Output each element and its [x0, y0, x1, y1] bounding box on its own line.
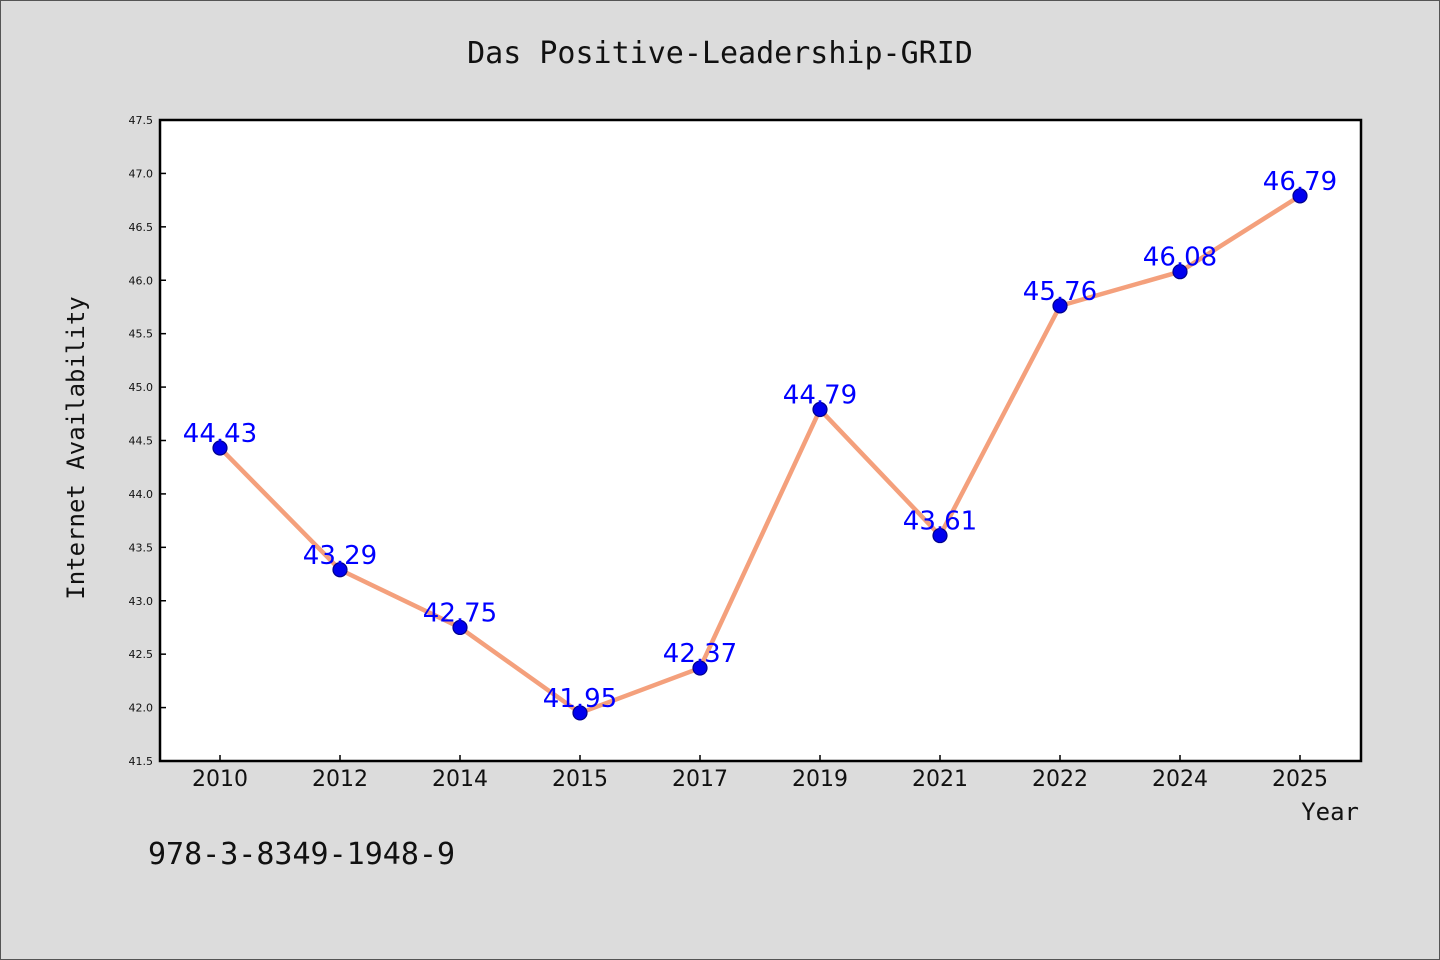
data-point [812, 401, 828, 418]
x-tick-label: 2010 [192, 767, 248, 792]
data-point [692, 660, 708, 676]
data-point [452, 619, 468, 636]
x-tick-label: 2017 [672, 767, 728, 792]
data-point [1172, 264, 1188, 280]
x-tick-label: 2015 [552, 767, 608, 792]
data-point [332, 562, 348, 578]
plot-area [158, 118, 1363, 763]
data-point [1292, 188, 1308, 204]
data-label: 42.37 [663, 639, 737, 669]
data-label: 46.79 [1263, 167, 1337, 197]
y-tick-label: 44.0 [129, 488, 154, 501]
data-label: 44.43 [183, 419, 257, 449]
y-tick-label: 47.0 [129, 167, 154, 180]
data-point [572, 705, 588, 721]
data-point [212, 440, 228, 456]
data-label: 45.76 [1023, 277, 1097, 307]
y-tick-label: 46.0 [129, 274, 154, 287]
data-label: 42.75 [423, 598, 497, 628]
data-label: 44.79 [783, 381, 857, 411]
series-markers [212, 188, 1308, 721]
y-tick-label: 43.0 [129, 595, 154, 608]
data-label: 46.08 [1143, 243, 1217, 273]
data-label: 43.29 [303, 541, 377, 571]
y-axis: 41.5 42.0 42.5 43.0 43.5 44.0 44.5 45.0 45.5 46.0… [129, 114, 166, 768]
y-tick-label: 45.0 [129, 381, 154, 394]
y-tick-label: 45.5 [129, 328, 154, 341]
x-axis: 2010 2012 2014 2015 2017 2019 2021 2022 2024 2025 [192, 755, 1328, 792]
y-tick-label: 42.5 [129, 648, 154, 661]
x-axis-label: Year [1301, 798, 1359, 826]
chart-title: Das Positive-Leadership-GRID [467, 36, 973, 71]
y-tick-label: 42.0 [129, 702, 154, 715]
y-tick-label: 44.5 [129, 435, 154, 448]
footer-isbn: 978-3-8349-1948-9 [148, 837, 455, 872]
x-tick-label: 2012 [312, 767, 368, 792]
x-tick-label: 2019 [792, 767, 848, 792]
data-label: 41.95 [543, 684, 617, 714]
y-axis-label: Internet Availability [62, 296, 90, 599]
data-labels: 44.43 43.29 42.75 41.95 42.37 44.79 43.61 45.76… [183, 167, 1337, 714]
y-tick-label: 41.5 [129, 755, 154, 768]
x-tick-label: 2022 [1032, 767, 1088, 792]
x-tick-label: 2021 [912, 767, 968, 792]
x-tick-label: 2014 [432, 767, 488, 792]
data-point [932, 527, 948, 544]
data-point [1052, 298, 1068, 314]
data-label: 43.61 [903, 507, 977, 537]
y-tick-label: 47.5 [129, 114, 154, 127]
x-tick-label: 2025 [1272, 767, 1328, 792]
x-tick-label: 2024 [1152, 767, 1208, 792]
y-tick-label: 43.5 [129, 541, 154, 554]
series-line [217, 193, 1303, 716]
y-tick-label: 46.5 [129, 221, 154, 234]
